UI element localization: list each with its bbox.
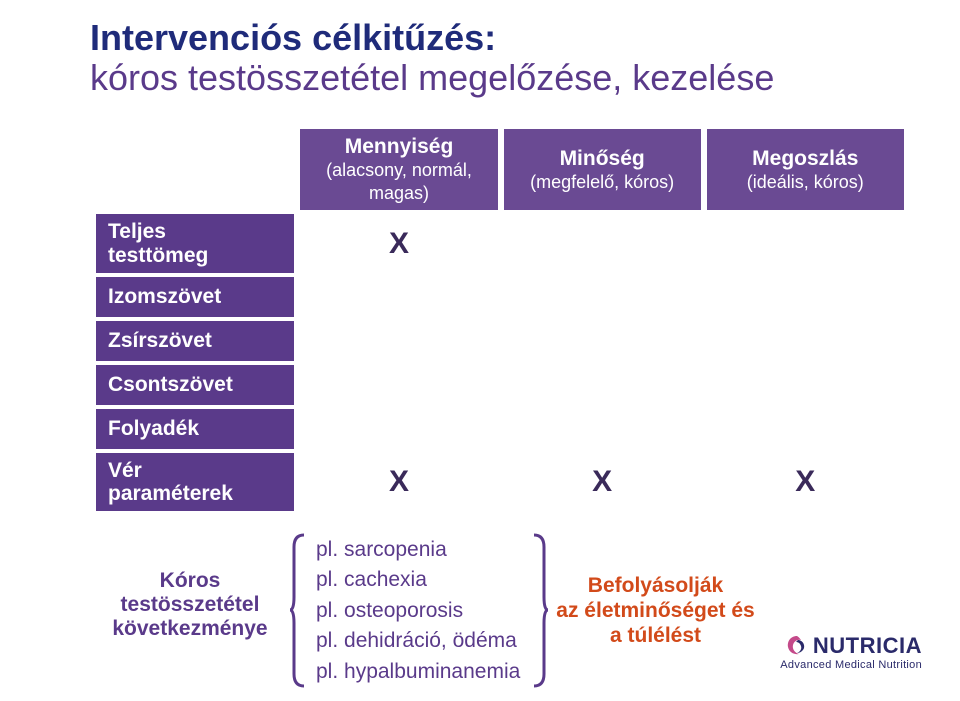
cell	[707, 409, 904, 449]
col-label: Minőség	[560, 147, 645, 170]
example-item: pl. hypalbuminanemia	[316, 657, 520, 687]
composition-table: Mennyiség (alacsony, normál, magas) Minő…	[90, 125, 910, 515]
table-row: Teljestesttömeg X	[96, 214, 904, 272]
cell	[300, 321, 497, 361]
table-row: Folyadék	[96, 409, 904, 449]
cell: X	[707, 453, 904, 511]
row-label-fluid: Folyadék	[96, 409, 294, 449]
cell	[300, 409, 497, 449]
table-row: Csontszövet	[96, 365, 904, 405]
cell	[504, 277, 701, 317]
logo-tagline: Advanced Medical Nutrition	[780, 659, 922, 671]
cell	[504, 365, 701, 405]
cell: X	[300, 453, 497, 511]
row-label-total-mass: Teljestesttömeg	[96, 214, 294, 272]
logo-brand-text: NUTRICIA	[813, 633, 922, 659]
table-row: Vérparaméterek X X X	[96, 453, 904, 511]
col-quality: Minőség (megfelelő, kóros)	[504, 129, 701, 210]
col-quantity: Mennyiség (alacsony, normál, magas)	[300, 129, 497, 210]
row-label-muscle: Izomszövet	[96, 277, 294, 317]
cell	[504, 409, 701, 449]
left-bracket-icon	[290, 533, 308, 689]
table-corner	[96, 129, 294, 210]
cell	[300, 277, 497, 317]
col-sub: (ideális, kóros)	[747, 172, 864, 192]
example-item: pl. dehidráció, ödéma	[316, 626, 520, 656]
row-label-blood: Vérparaméterek	[96, 453, 294, 511]
row-label-bone: Csontszövet	[96, 365, 294, 405]
slide-title-line2: kóros testösszetétel megelőzése, kezelés…	[90, 58, 920, 98]
nutricia-logo: NUTRICIA Advanced Medical Nutrition	[780, 633, 922, 671]
example-item: pl. osteoporosis	[316, 596, 520, 626]
row-label-fat: Zsírszövet	[96, 321, 294, 361]
right-bracket-icon	[530, 533, 548, 689]
table-row: Zsírszövet	[96, 321, 904, 361]
impact-text: Befolyásoljákaz életminőséget ésa túlélé…	[548, 533, 754, 649]
col-label: Megoszlás	[752, 147, 858, 170]
cell	[707, 214, 904, 272]
example-list: pl. sarcopenia pl. cachexia pl. osteopor…	[308, 533, 530, 689]
col-sub: (alacsony, normál, magas)	[326, 160, 472, 203]
col-sub: (megfelelő, kóros)	[530, 172, 674, 192]
cell	[504, 321, 701, 361]
cell: X	[504, 453, 701, 511]
cell: X	[300, 214, 497, 272]
col-distribution: Megoszlás (ideális, kóros)	[707, 129, 904, 210]
cell	[300, 365, 497, 405]
cell	[707, 365, 904, 405]
example-item: pl. sarcopenia	[316, 535, 520, 565]
consequence-label: Kórostestösszetételkövetkezménye	[90, 533, 290, 641]
cell	[707, 277, 904, 317]
logo-swirl-icon	[785, 634, 809, 658]
col-label: Mennyiség	[345, 135, 454, 158]
slide-title-line1: Intervenciós célkitűzés:	[90, 18, 920, 58]
cell	[707, 321, 904, 361]
cell	[504, 214, 701, 272]
example-item: pl. cachexia	[316, 565, 520, 595]
table-row: Izomszövet	[96, 277, 904, 317]
